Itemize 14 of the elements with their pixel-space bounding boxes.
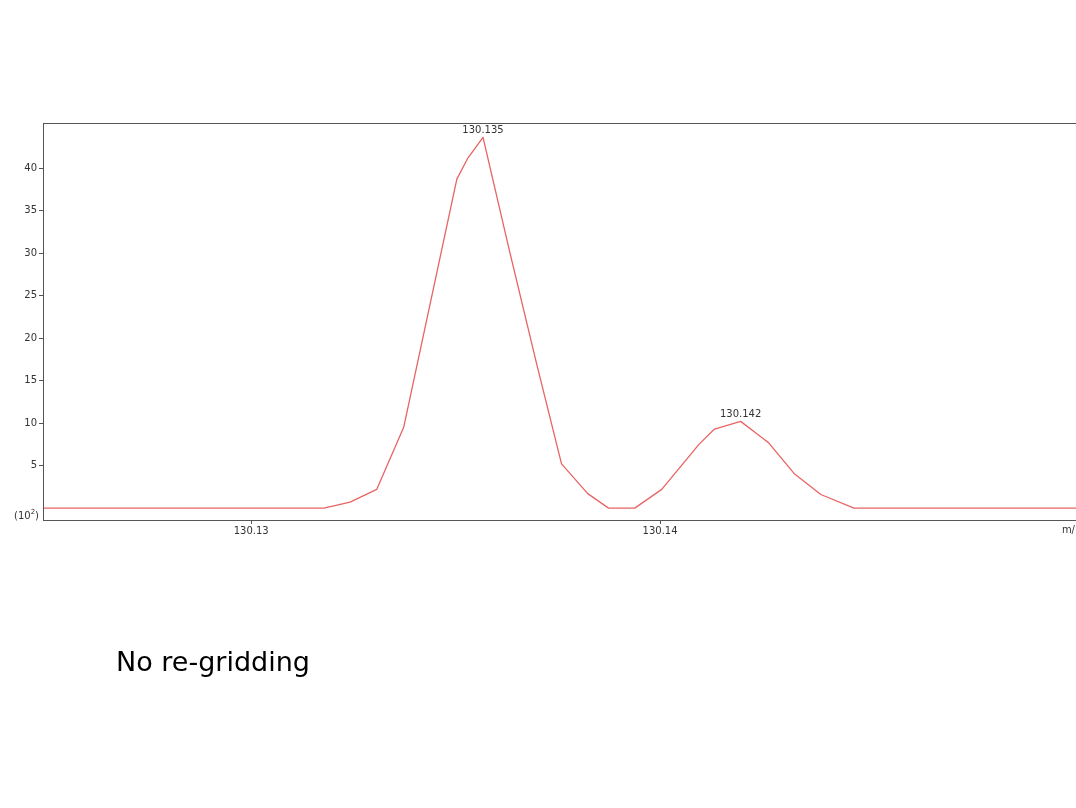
y-tick-label: 25 (24, 289, 37, 301)
y-tick-label: 10 (24, 416, 37, 428)
y-tick-label: 35 (24, 204, 37, 216)
x-tick-label: 130.13 (233, 524, 269, 536)
annotation: 130.142 (719, 407, 762, 419)
y-tick-label: 40 (24, 161, 37, 173)
text: No re-gridding (116, 646, 310, 677)
annotation: 130.135 (462, 124, 504, 136)
y-tick-label: 15 (24, 374, 37, 386)
y-tick-label: 30 (24, 246, 37, 258)
y-tick-label: 5 (30, 459, 37, 471)
x-axis-title: m/ (1061, 523, 1076, 535)
x-tick-label: 130.14 (642, 524, 678, 536)
y-tick-label: 20 (24, 331, 37, 343)
